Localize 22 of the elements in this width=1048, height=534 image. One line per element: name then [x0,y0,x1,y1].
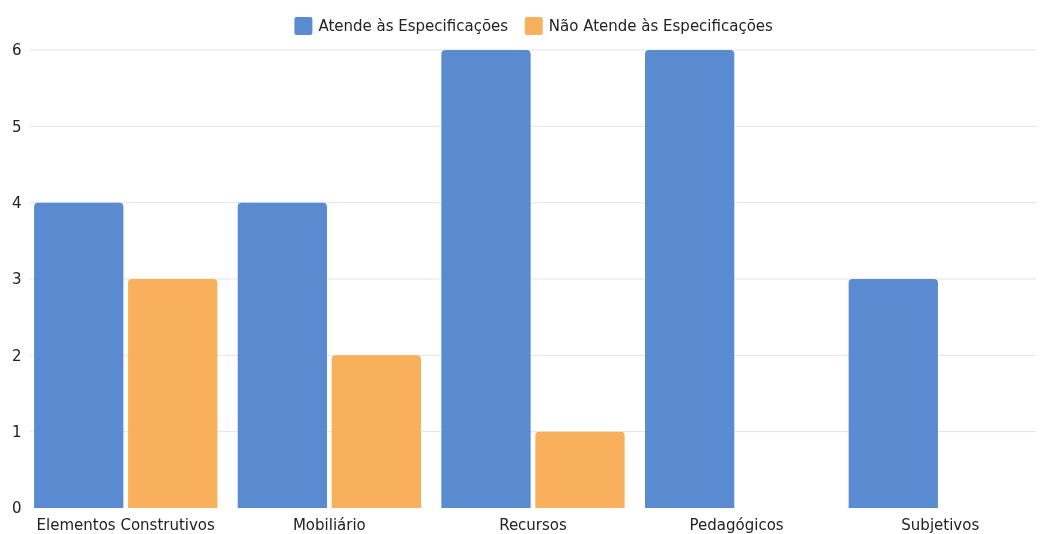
y-tick-label: 0 [12,499,22,518]
bar [645,50,735,508]
legend-label: Atende às Especificações [318,17,509,36]
bar [848,279,938,508]
y-tick-label: 1 [12,422,22,441]
x-tick-label: Recursos [499,516,568,534]
x-tick-label: Elementos Construtivos [36,516,216,534]
legend-label: Não Atende às Especificações [548,17,774,36]
bar [441,50,531,508]
bar [237,202,328,508]
x-tick-label: Pedagógicos [689,516,784,534]
y-tick-label: 6 [12,41,22,60]
y-tick-label: 4 [12,193,22,212]
x-tick-label: Mobiliário [292,516,366,534]
y-tick-label: 2 [12,346,22,365]
bar [331,355,421,508]
bar [128,279,218,508]
x-tick-label: Subjetivos [901,516,980,534]
y-tick-label: 3 [12,270,22,289]
bar [34,202,124,508]
bar [535,431,625,508]
y-tick-label: 5 [12,117,22,136]
